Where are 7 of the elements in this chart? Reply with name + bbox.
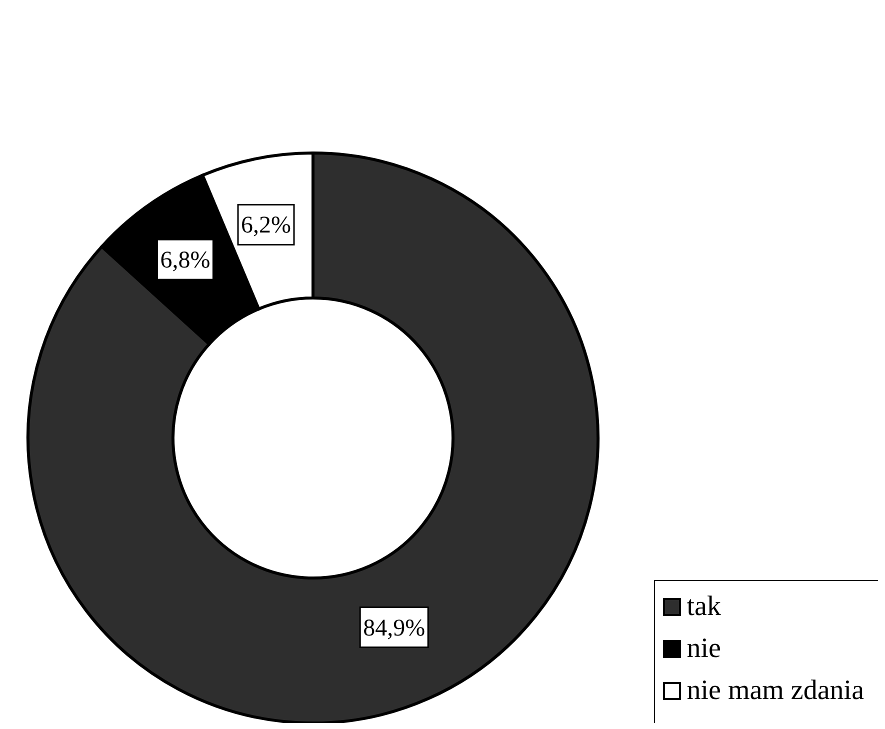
legend-label: tak — [686, 591, 721, 623]
legend-label: nie mam zdania — [686, 675, 864, 707]
data-label: 6,8% — [160, 248, 210, 274]
legend-label: nie — [686, 633, 721, 665]
data-label: 84,9% — [363, 615, 426, 642]
data-label: 6,2% — [241, 212, 291, 239]
donut-slice — [26, 152, 600, 723]
